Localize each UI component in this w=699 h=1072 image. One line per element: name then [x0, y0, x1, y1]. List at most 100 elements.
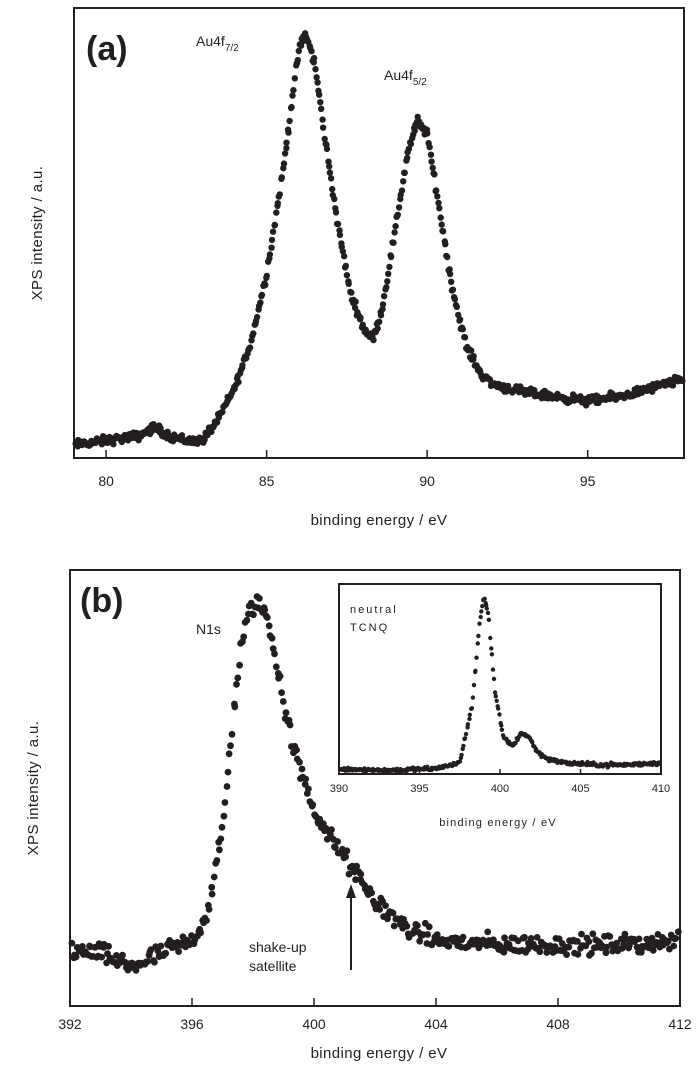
panel-b-data-point — [613, 939, 621, 947]
panel-b-data-point — [445, 942, 453, 950]
panel-b-data-point — [563, 951, 570, 958]
panel-b-data-point — [157, 942, 165, 950]
panel-a-data-point — [380, 293, 388, 300]
panel-a-data-point — [433, 187, 440, 194]
panel-a-data-point — [310, 54, 318, 62]
panel-b-x-tick-label: 396 — [180, 1016, 204, 1032]
inset-x-ticks: 390 395 400 405 410 — [330, 769, 670, 795]
panel-a-data-point — [428, 158, 435, 165]
panel-a-data-point — [314, 79, 321, 86]
panel-b-data-point — [197, 929, 205, 937]
panel-b-data-point — [98, 953, 106, 961]
panel-b-x-ticks: 392 396 400 404 408 412 — [58, 998, 692, 1032]
panel-b-data-point — [674, 928, 682, 936]
panel-a-data-point — [407, 140, 415, 148]
panel-a-x-axis-label: binding energy / eV — [311, 512, 448, 529]
panel-a-data-point — [235, 378, 242, 386]
panel-a-data-point — [436, 205, 443, 212]
panel-b-data-point — [296, 758, 303, 766]
panel-a-data-point — [442, 241, 449, 248]
panel-b-data-point — [263, 614, 271, 621]
panel-b-data-point — [403, 922, 411, 930]
panel-b-data-point — [278, 689, 285, 696]
inset-data-point — [470, 695, 476, 700]
panel-a-data-point — [448, 278, 455, 285]
panel-a-data-point — [669, 382, 677, 389]
inset-data-point — [474, 655, 479, 660]
panel-a-data-point — [342, 262, 350, 270]
inset-data-point — [463, 731, 469, 737]
panel-a-data-point — [332, 209, 340, 216]
panel-b-data-point — [68, 939, 76, 947]
panel-b-data-point — [389, 909, 397, 917]
panel-b-data-point — [331, 844, 339, 851]
inset-data-point — [494, 698, 499, 703]
panel-a-y-axis-label: XPS intensity / a.u. — [29, 166, 46, 301]
inset-data-point — [471, 682, 477, 688]
panel-b-data-point — [425, 923, 433, 931]
panel-b-data-point — [376, 906, 383, 913]
inset-data-point — [467, 716, 472, 722]
panel-b-data-point — [416, 937, 424, 945]
panel-b-data-point — [144, 958, 152, 965]
panel-a-data-point — [459, 326, 466, 333]
panel-a-data-point — [271, 221, 278, 229]
panel-b-data-point — [265, 622, 273, 630]
panel-a-data-point — [374, 325, 381, 332]
inset-x-tick-label: 410 — [652, 783, 670, 795]
panel-a-data-point — [308, 48, 315, 55]
inset-x-tick-label: 390 — [330, 783, 348, 795]
panel-b-data-point — [574, 938, 581, 945]
panel-b-data-point — [459, 933, 467, 941]
panel-b-frame — [69, 569, 681, 1007]
panel-b-data-point — [213, 857, 221, 864]
panel-b-data-point — [175, 948, 183, 955]
inset-data-point — [489, 646, 494, 651]
inset-data-point — [479, 609, 484, 614]
panel-a-data-point — [281, 150, 289, 157]
inset-data-point — [492, 690, 498, 695]
panel-b-label: (b) — [80, 582, 123, 620]
panel-a-data-point — [470, 353, 477, 360]
panel-b-data-point — [574, 951, 582, 958]
panel-b-x-tick-label: 400 — [302, 1016, 326, 1032]
inset-data-point — [484, 606, 489, 611]
inset-data-point — [476, 633, 481, 639]
panel-a-x-tick-label: 85 — [259, 473, 275, 489]
panel-a-data-point — [379, 301, 387, 308]
panel-b-data-point — [231, 703, 239, 711]
panel-a-x-tick-label: 90 — [419, 473, 435, 489]
inset-data-point — [457, 759, 463, 764]
panel-a-data-point — [431, 171, 438, 178]
inset-data-point — [486, 617, 492, 622]
inset-data-point — [499, 727, 505, 732]
inset-data-point — [478, 614, 483, 620]
panel-b-data-point — [203, 917, 210, 924]
panel-a-data-point — [343, 272, 351, 279]
panel-a-data-point — [392, 223, 399, 230]
panel-a-data-point — [319, 124, 327, 131]
panel-a-data-point — [274, 200, 281, 207]
panel-b-x-tick-label: 392 — [58, 1016, 82, 1032]
inset-x-tick-label: 405 — [571, 783, 589, 795]
panel-a-data-point — [679, 377, 686, 385]
inset-x-axis-label: binding energy / eV — [439, 817, 557, 829]
inset-frame — [338, 583, 662, 775]
panel-a-data-point — [283, 144, 290, 152]
inset-data-point — [497, 712, 502, 717]
panel-b-data-point — [132, 967, 140, 974]
panel-a-data-point — [435, 199, 442, 207]
panel-b-data-point — [648, 934, 656, 942]
panel-a-data-point — [278, 174, 285, 181]
panel-a-data-point — [327, 175, 335, 182]
panel-b-data-point — [261, 606, 269, 614]
inset-data-point — [467, 712, 472, 717]
panel-a-data-point — [323, 145, 331, 153]
panel-a-data-point — [437, 214, 444, 221]
panel-a-data-point — [276, 191, 283, 198]
panel-b-data-point — [243, 616, 251, 624]
panel-b-data-point — [276, 672, 284, 680]
panel-a-data-point — [429, 164, 436, 172]
panel-a-data-point — [352, 298, 359, 305]
